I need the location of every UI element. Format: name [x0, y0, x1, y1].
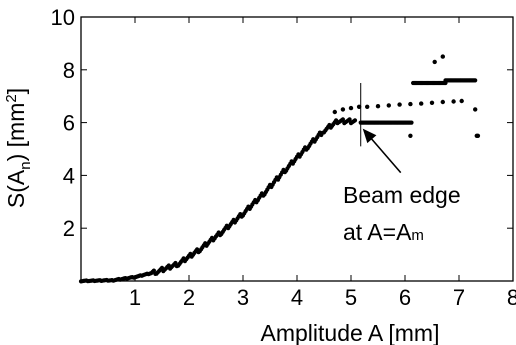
data-point	[386, 103, 391, 108]
y-tick-label: 6	[63, 111, 75, 136]
data-point	[151, 268, 156, 273]
x-tick-label: 2	[183, 285, 195, 310]
data-point	[440, 99, 445, 105]
beam-edge-arrow	[368, 135, 402, 174]
data-point	[347, 117, 352, 122]
x-tick-label: 3	[237, 285, 249, 310]
x-tick-label: 7	[453, 285, 465, 310]
data-point	[356, 104, 362, 110]
y-tick-label: 10	[51, 5, 75, 30]
axis-ticks: 1 2 3 4 5 6 7 8 2 4 6 8 10	[51, 5, 516, 310]
x-tick-label: 5	[345, 285, 357, 310]
data-point	[440, 54, 445, 59]
beam-edge-annotation: Beam edge at A=Am	[343, 83, 461, 245]
data-point	[352, 118, 358, 123]
x-tick-label: 4	[291, 285, 303, 310]
x-tick-label: 1	[129, 285, 141, 310]
data-point	[375, 104, 381, 109]
data-point	[397, 102, 402, 107]
y-axis-label: S(An) [mm2]	[3, 88, 34, 208]
data-points	[78, 54, 481, 284]
data-point	[459, 98, 464, 104]
y-tick-label: 4	[63, 163, 75, 188]
annotation-line-1: Beam edge	[343, 182, 461, 208]
data-point	[475, 133, 481, 138]
data-point	[419, 101, 424, 106]
arrow-head	[362, 128, 377, 144]
data-point	[340, 107, 346, 112]
data-point	[473, 107, 478, 112]
data-point	[408, 101, 413, 107]
data-point	[173, 260, 178, 266]
plot-frame	[80, 16, 514, 282]
data-point	[473, 78, 478, 83]
data-point	[409, 120, 414, 125]
y-tick-label: 2	[63, 216, 75, 241]
data-point	[348, 105, 354, 111]
data-point	[408, 133, 413, 138]
data-point	[332, 109, 337, 115]
x-tick-label: 8	[507, 285, 516, 310]
x-axis-label: Amplitude A [mm]	[261, 320, 440, 345]
data-point	[432, 59, 437, 65]
data-point	[451, 99, 456, 104]
y-tick-label: 8	[63, 58, 75, 83]
x-tick-label: 6	[399, 285, 411, 310]
data-point	[429, 100, 435, 106]
data-point	[365, 104, 370, 110]
data-point	[340, 117, 345, 122]
annotation-line-2: at A=Am	[343, 219, 424, 245]
